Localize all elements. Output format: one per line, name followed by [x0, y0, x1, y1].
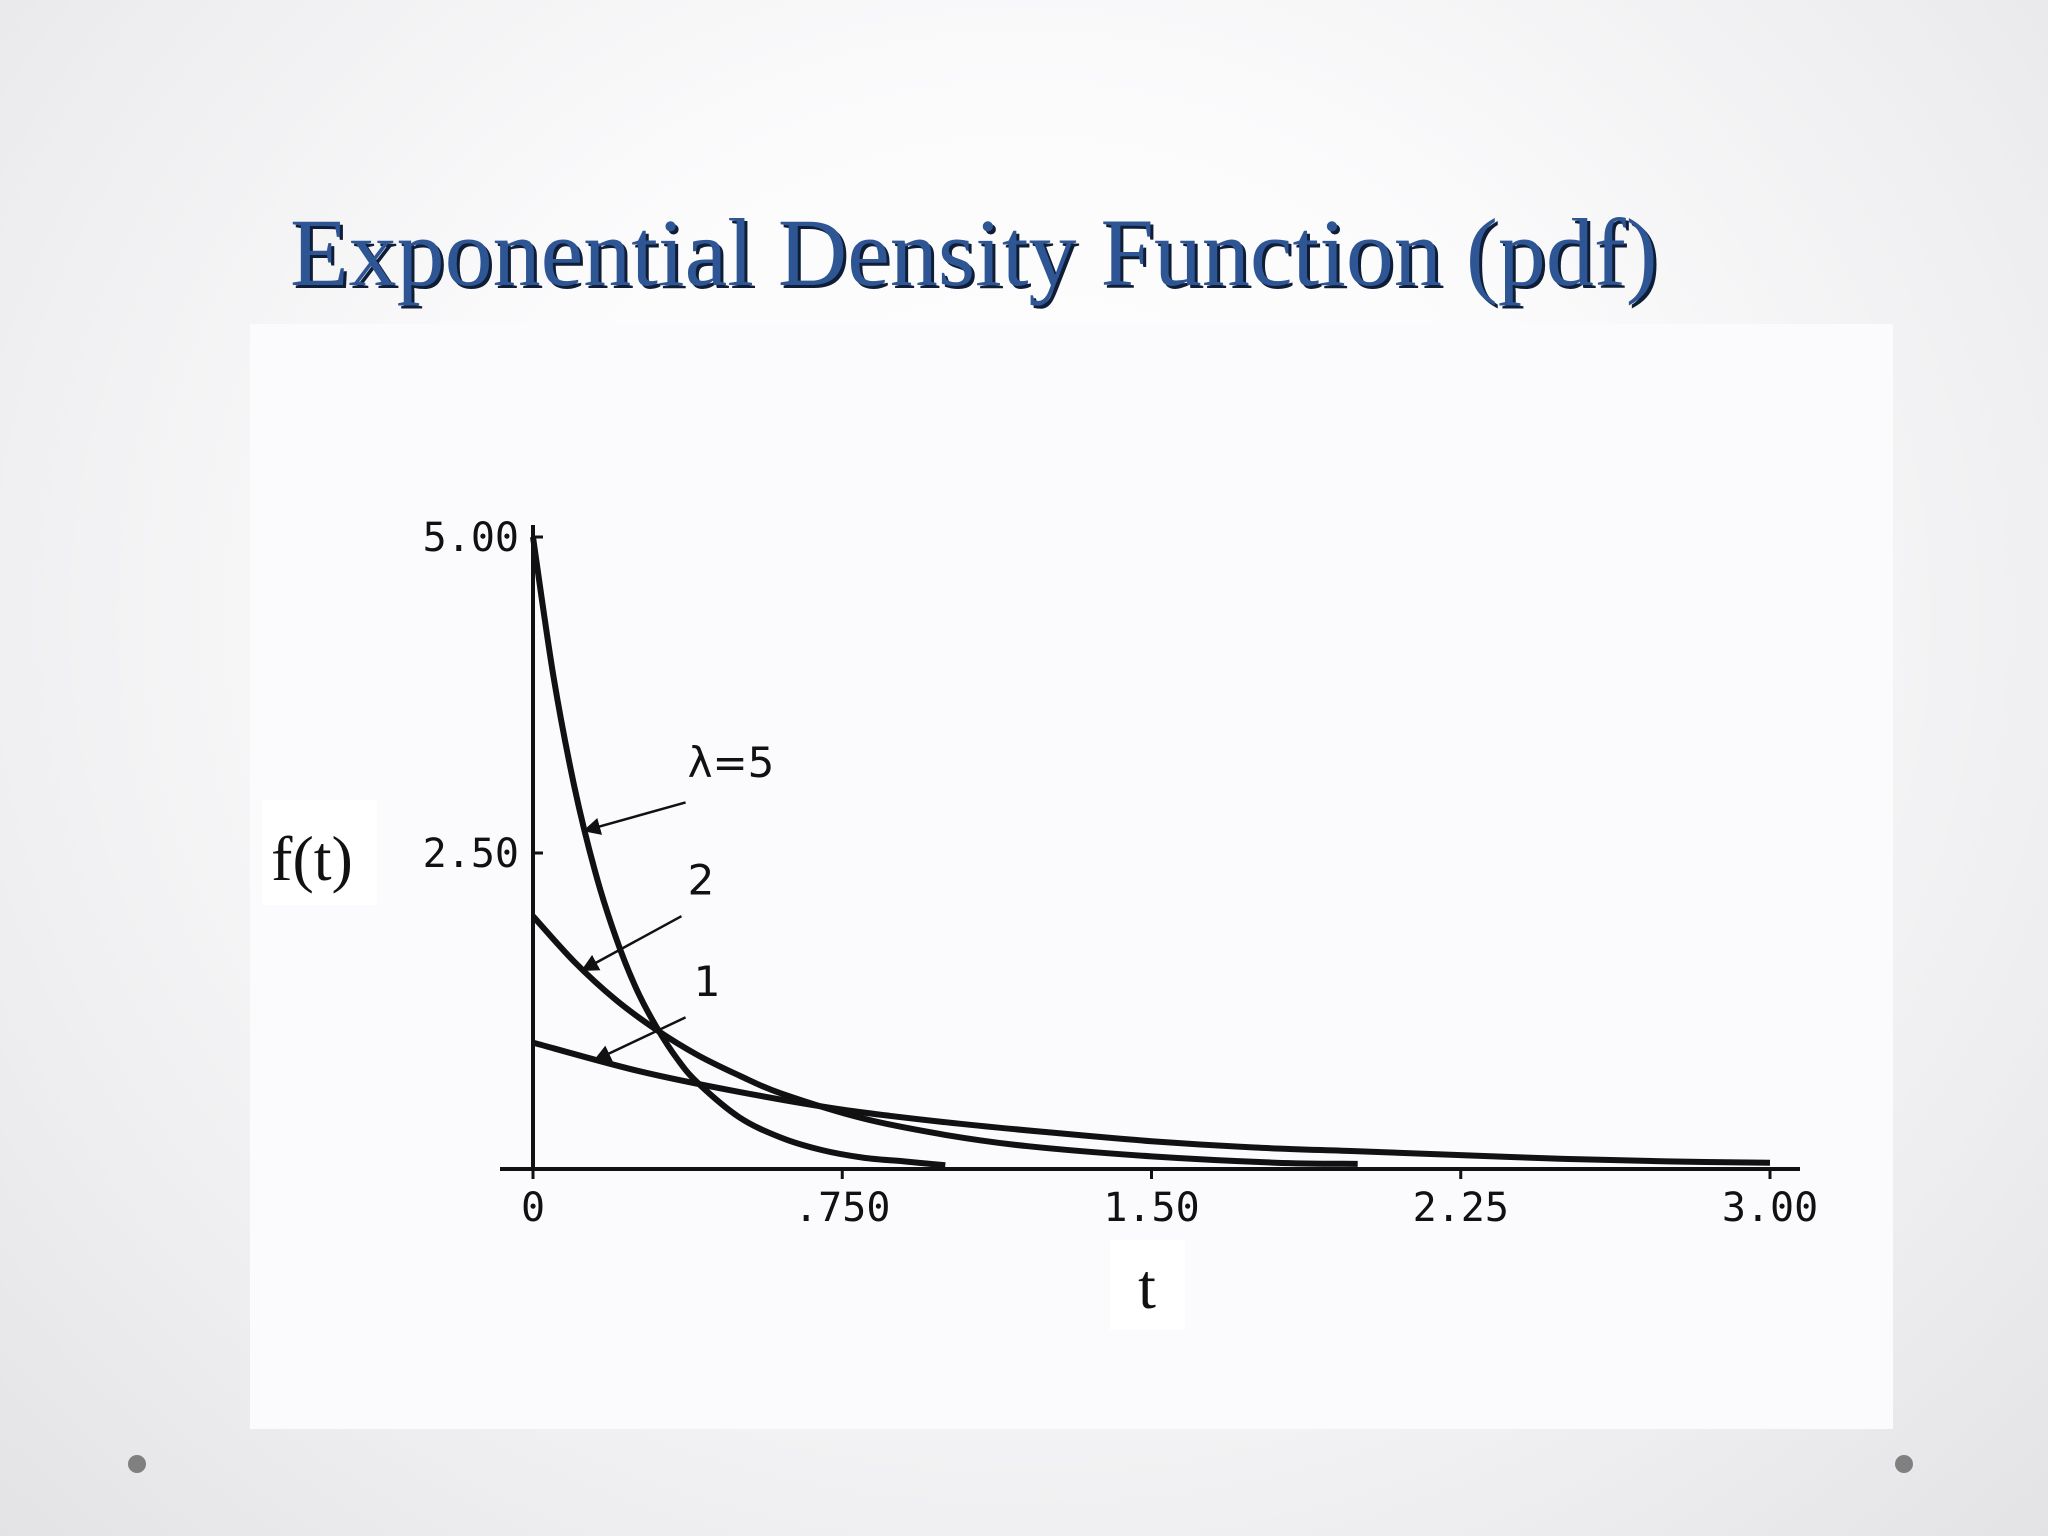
y-tick-label: 2.50: [423, 831, 519, 877]
bullet-left: [128, 1455, 146, 1473]
annotation-arrow: [582, 801, 686, 835]
x-tick-label: .750: [794, 1185, 890, 1231]
y-tick-label: 5.00: [423, 515, 519, 561]
curve-annotations: λ=5 2 1: [580, 738, 775, 1062]
series-line-1: [530, 536, 946, 1169]
series-label-1: λ=5: [688, 738, 775, 787]
x-tick-label: 3.00: [1722, 1185, 1818, 1231]
chart-panel: [250, 324, 1893, 1429]
series-label-3: 1: [694, 957, 721, 1006]
x-ticks: 0 .750 1.50 2.25 3.00: [521, 1169, 1818, 1231]
series-line-3: [532, 1039, 1771, 1166]
bullet-right: [1895, 1455, 1913, 1473]
x-tick-label: 2.25: [1413, 1185, 1509, 1231]
y-axis-title: f(t): [271, 823, 353, 894]
annotation-arrow: [580, 915, 683, 972]
ylabel-box: [262, 800, 377, 905]
series-curves: [530, 536, 1771, 1169]
series-line-2: [530, 914, 1358, 1167]
plot-area: 0 .750 1.50 2.25 3.00 2.50 5.00 λ=5 2 1: [423, 515, 1818, 1231]
x-axis-title: t: [1138, 1251, 1156, 1322]
slide-title: Exponential Density Function (pdf): [290, 199, 1658, 306]
annotation-arrow: [593, 1016, 687, 1062]
xlabel-box: [1110, 1240, 1185, 1330]
series-label-2: 2: [688, 856, 715, 905]
x-tick-label: 0: [521, 1185, 545, 1231]
y-ticks: 2.50 5.00: [423, 515, 543, 877]
x-tick-label: 1.50: [1103, 1185, 1199, 1231]
